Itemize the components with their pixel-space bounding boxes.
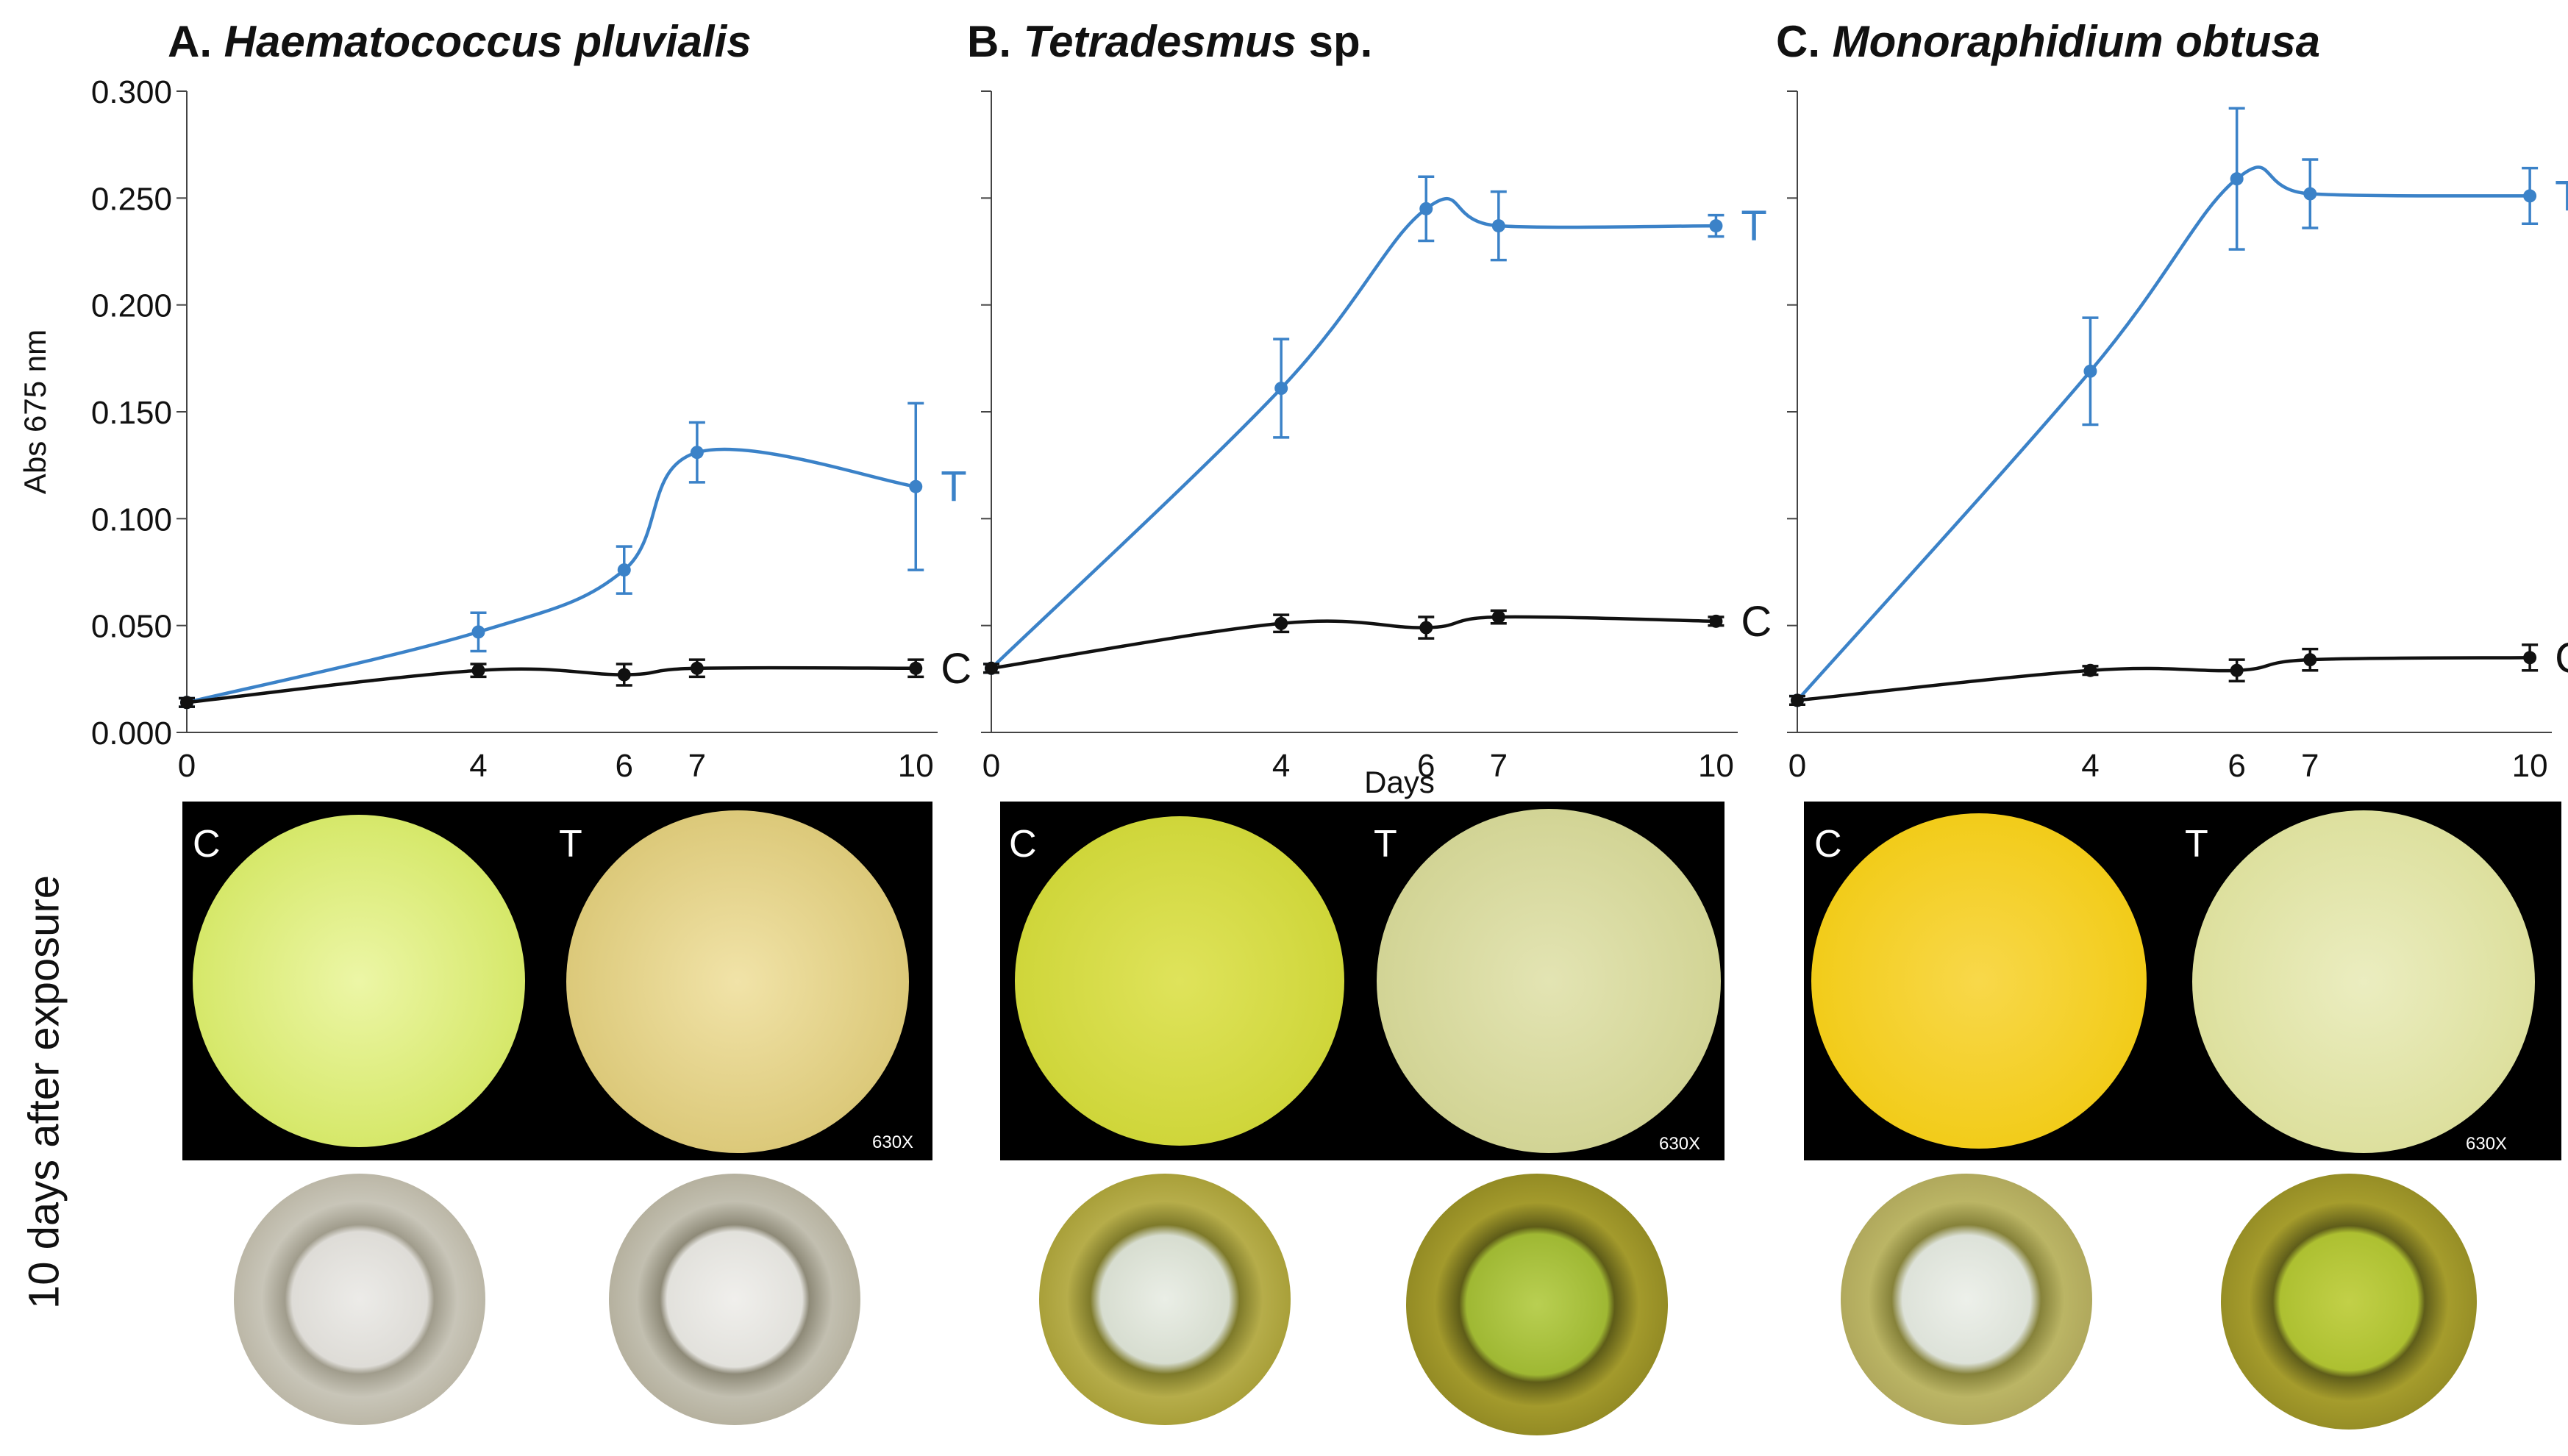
y-tick-label: 0.100	[91, 502, 172, 538]
data-point	[909, 661, 923, 675]
x-axis-label: Days	[1364, 765, 1435, 799]
data-point	[617, 668, 631, 682]
magnification-c: 630X	[2466, 1134, 2508, 1154]
data-point	[2230, 663, 2244, 677]
micro-label-t-a: T	[559, 823, 582, 866]
x-tick-label: 7	[1490, 748, 1508, 784]
data-point	[1709, 219, 1723, 233]
micro-label-c-b: C	[1009, 823, 1037, 866]
x-tick-label: 0	[982, 748, 1000, 784]
x-tick-label: 4	[1272, 748, 1290, 784]
series-label-T: T	[2555, 172, 2568, 220]
x-tick-label: 0	[178, 748, 196, 784]
data-point	[2230, 172, 2244, 186]
data-point	[1274, 382, 1288, 396]
series-line-T	[990, 196, 1716, 670]
data-point	[2303, 187, 2317, 201]
data-point	[1491, 219, 1505, 233]
data-point	[690, 661, 704, 675]
x-tick-label: 4	[2081, 748, 2099, 784]
data-point	[1709, 614, 1723, 628]
y-tick-label: 0.250	[91, 181, 172, 217]
data-point	[2083, 364, 2097, 378]
charts-svg: 0.000 0.050 0.100 0.150 0.200 0.250 0.300 0 4 6 7 1…	[18, 74, 2568, 799]
chart-1: 0 4 6 7 10 T C	[981, 90, 1772, 784]
data-point	[1491, 610, 1505, 624]
well-treatment-a	[609, 1174, 860, 1425]
y-tick-label: 0.200	[91, 288, 172, 324]
data-point	[471, 625, 485, 639]
y-tick-label: 0.150	[91, 395, 172, 431]
micro-label-c-c: C	[1814, 823, 1842, 866]
micrograph-treatment-b	[1377, 809, 1721, 1153]
data-point	[1419, 621, 1433, 635]
well-treatment-b	[1406, 1174, 1668, 1435]
well-treatment-c	[2221, 1174, 2477, 1430]
series-line-T	[1796, 165, 2530, 702]
x-tick-label: 6	[616, 748, 633, 784]
x-tick-label: 10	[2512, 748, 2548, 784]
data-point	[690, 446, 704, 460]
panel-title-a: A. Haematococcus pluvialis	[168, 17, 752, 66]
magnification-a: 630X	[872, 1132, 914, 1152]
well-control-a	[234, 1174, 485, 1425]
micrograph-control-c	[1811, 813, 2147, 1149]
x-tick-label: 6	[1417, 748, 1435, 784]
y-axis-label: Abs 675 nm	[18, 329, 52, 494]
series-label-T: T	[1741, 202, 1766, 250]
data-point	[1419, 201, 1433, 215]
data-point	[1791, 693, 1804, 707]
data-point	[2303, 653, 2317, 667]
x-tick-label: 10	[898, 748, 934, 784]
data-point	[909, 479, 923, 493]
micrograph-panel-c: C T 630X	[1804, 802, 2561, 1160]
micrograph-panel-a: C T 630X	[182, 802, 932, 1160]
well-control-b	[1039, 1174, 1291, 1425]
data-point	[471, 663, 485, 677]
data-point	[1274, 616, 1288, 630]
series-label-C: C	[1741, 598, 1772, 646]
data-point	[2523, 651, 2537, 665]
data-point	[2523, 189, 2537, 203]
micro-label-t-b: T	[1374, 823, 1397, 866]
data-point	[2083, 663, 2097, 677]
chart-0: 0.000 0.050 0.100 0.150 0.200 0.250 0.300 0 4 6 7 1…	[91, 74, 971, 784]
data-point	[180, 696, 193, 710]
x-tick-label: 4	[469, 748, 487, 784]
y-tick-label: 0.000	[91, 715, 172, 752]
side-label-text: 10 days after exposure	[20, 874, 68, 1310]
panel-title-c: C. Monoraphidium obtusa	[1776, 17, 2320, 66]
series-label-C: C	[2555, 634, 2568, 682]
series-line-C	[991, 615, 1716, 671]
micrograph-panel-b: C T 630X	[1000, 802, 1725, 1160]
data-point	[617, 563, 631, 577]
micrograph-treatment-c	[2192, 810, 2535, 1153]
x-tick-label: 10	[1698, 748, 1734, 784]
y-tick-label: 0.300	[91, 74, 172, 110]
data-point	[985, 661, 998, 675]
series-line-C	[1797, 656, 2530, 702]
x-tick-label: 7	[2301, 748, 2319, 784]
magnification-b: 630X	[1659, 1134, 1701, 1154]
chart-2: 0 4 6 7 10 T C	[1787, 90, 2568, 784]
y-tick-label: 0.050	[91, 609, 172, 645]
micrograph-treatment-a	[566, 810, 909, 1153]
micro-label-t-c: T	[2185, 823, 2208, 866]
side-label: 10 days after exposure	[15, 842, 74, 1342]
panel-title-b: B. Tetradesmus sp.	[967, 17, 1373, 66]
x-tick-label: 7	[688, 748, 706, 784]
series-line-C	[186, 665, 916, 704]
well-control-c	[1841, 1174, 2092, 1425]
micro-label-c-a: C	[193, 823, 221, 866]
series-label-T: T	[941, 463, 966, 511]
micrograph-control-b	[1015, 816, 1344, 1146]
micrograph-control-a	[193, 815, 525, 1147]
x-tick-label: 0	[1788, 748, 1806, 784]
x-tick-label: 6	[2228, 748, 2245, 784]
series-line-T	[186, 447, 916, 704]
series-label-C: C	[941, 645, 971, 693]
